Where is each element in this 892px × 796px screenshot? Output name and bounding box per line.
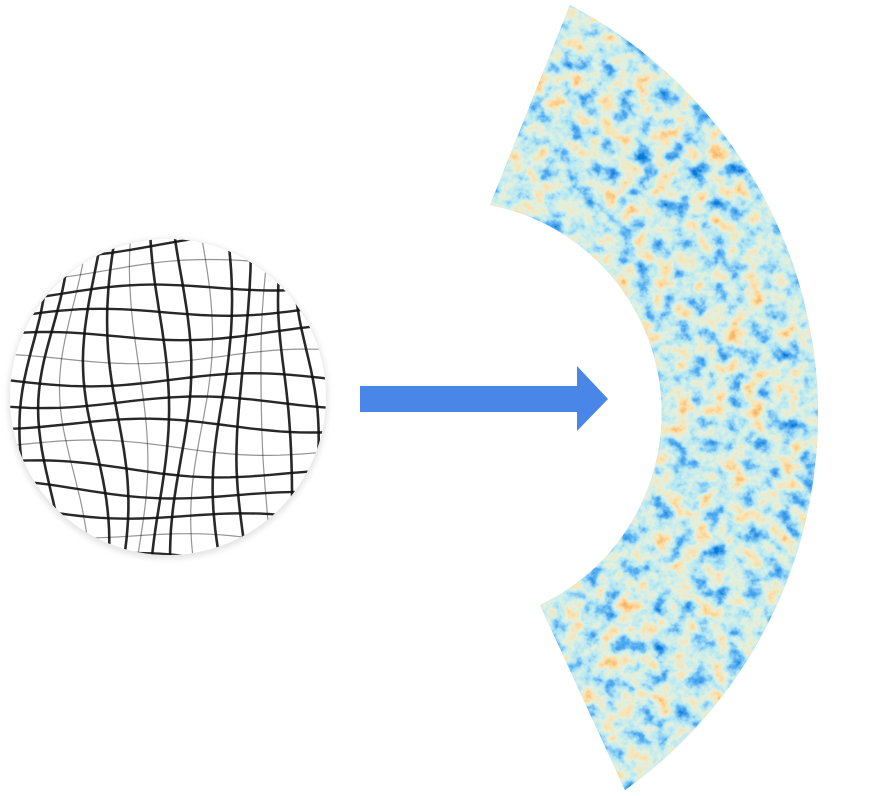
arrow: [360, 366, 608, 431]
diagram: [0, 0, 892, 796]
